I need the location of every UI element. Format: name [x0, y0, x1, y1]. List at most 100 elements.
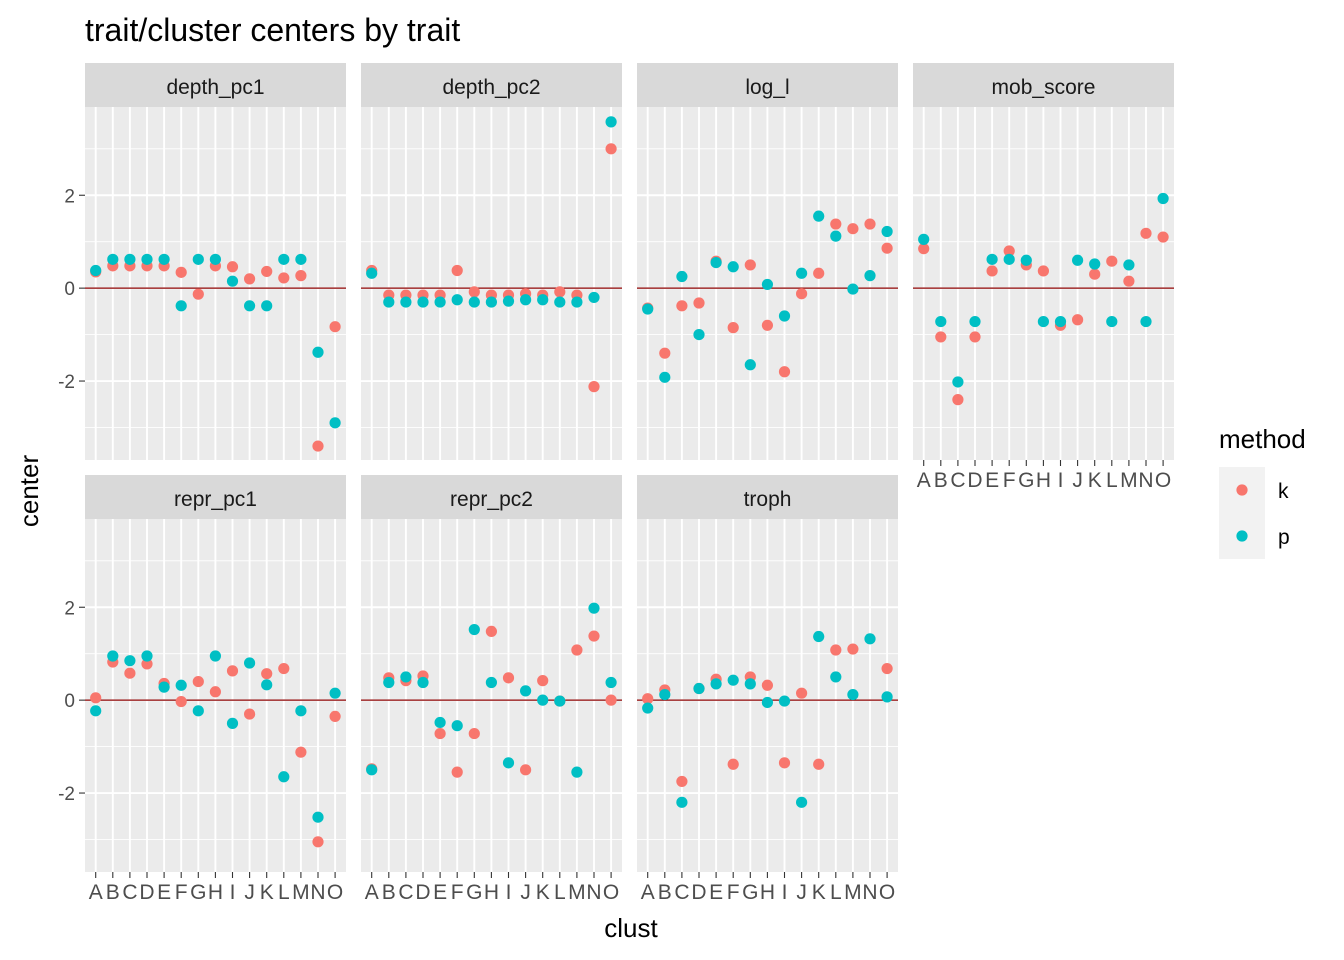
facet-strip: [85, 475, 346, 519]
point-p-D: [693, 328, 705, 341]
point-p-D: [969, 315, 981, 328]
point-p-I: [502, 295, 515, 307]
point-p-M: [295, 253, 307, 265]
point-p-B: [659, 688, 671, 701]
point-p-E: [710, 256, 722, 269]
legend-label-k: k: [1278, 480, 1289, 503]
x-tick-label: K: [260, 881, 274, 904]
y-tick-label: 2: [64, 598, 75, 619]
point-p-L: [830, 671, 842, 683]
x-tick-label: M: [844, 881, 862, 904]
point-k-D: [141, 658, 153, 670]
point-k-F: [727, 322, 739, 334]
point-p-H: [485, 676, 497, 689]
point-k-N: [1140, 227, 1152, 239]
point-k-I: [226, 665, 239, 677]
x-tick-label: D: [139, 881, 154, 904]
point-p-C: [400, 671, 412, 683]
point-p-L: [278, 253, 290, 265]
point-p-L: [1106, 315, 1118, 328]
legend-title: method: [1219, 424, 1306, 454]
facet-strip: [85, 63, 346, 107]
x-tick-label: N: [1138, 469, 1153, 492]
point-p-O: [881, 691, 893, 703]
point-p-E: [434, 296, 446, 308]
facet-strip: [361, 475, 622, 519]
x-tick-label: I: [782, 881, 788, 904]
point-p-F: [727, 261, 739, 273]
point-k-N: [312, 836, 324, 848]
point-k-C: [952, 394, 964, 406]
point-p-N: [588, 602, 600, 614]
point-k-A: [90, 692, 102, 704]
point-p-C: [676, 270, 688, 283]
point-k-L: [1106, 255, 1118, 267]
point-p-B: [107, 253, 119, 265]
x-tick-label: C: [122, 881, 137, 904]
x-tick-label: G: [190, 881, 206, 904]
x-tick-label: A: [641, 881, 655, 904]
x-tick-label: A: [917, 469, 931, 492]
point-k-K: [813, 758, 825, 770]
point-p-L: [554, 695, 566, 707]
x-tick-label: D: [415, 881, 430, 904]
point-p-G: [468, 623, 480, 636]
point-k-M: [847, 223, 859, 235]
point-p-N: [864, 633, 876, 645]
x-tick-label: H: [1036, 469, 1051, 492]
point-p-F: [175, 300, 187, 312]
point-p-M: [847, 283, 859, 295]
point-p-C: [124, 253, 136, 265]
x-tick-label: G: [742, 881, 758, 904]
point-k-C: [676, 775, 688, 788]
point-p-N: [588, 291, 600, 304]
point-p-G: [192, 705, 204, 717]
x-tick-label: N: [862, 881, 877, 904]
point-p-O: [881, 225, 893, 238]
point-p-N: [1140, 315, 1152, 328]
x-tick-label: J: [244, 881, 255, 904]
point-p-A: [90, 264, 102, 277]
x-tick-label: B: [934, 469, 948, 492]
point-k-M: [1123, 275, 1135, 287]
point-p-H: [761, 278, 774, 291]
point-k-E: [434, 727, 446, 740]
point-k-G: [468, 727, 480, 740]
point-p-O: [329, 687, 341, 699]
point-k-F: [451, 264, 463, 277]
point-p-O: [1157, 192, 1169, 205]
facet-strip-label: depth_pc1: [166, 76, 264, 99]
y-tick-label: 2: [64, 186, 75, 207]
facet-strip-label: troph: [744, 488, 792, 511]
point-k-G: [744, 259, 756, 271]
y-tick-label: -2: [58, 372, 75, 393]
x-tick-label: L: [278, 881, 290, 904]
point-p-A: [366, 267, 378, 279]
point-p-K: [261, 679, 273, 691]
facet-strip-label: depth_pc2: [442, 76, 540, 99]
point-p-M: [571, 766, 583, 778]
x-tick-label: N: [586, 881, 601, 904]
point-p-J: [244, 300, 256, 312]
x-tick-label: I: [1058, 469, 1064, 492]
x-tick-label: G: [1018, 469, 1034, 492]
point-k-E: [986, 265, 998, 277]
x-tick-label: M: [1120, 469, 1138, 492]
point-k-K: [537, 675, 549, 687]
facet-panel-depth_pc1: depth_pc1 -2 0 2: [58, 63, 346, 460]
point-p-O: [605, 676, 617, 689]
point-p-H: [761, 696, 774, 709]
point-k-D: [969, 331, 981, 343]
x-tick-label: H: [760, 881, 775, 904]
point-p-D: [141, 650, 153, 662]
point-p-E: [158, 681, 170, 693]
x-tick-label: L: [554, 881, 566, 904]
x-tick-label: B: [106, 881, 120, 904]
point-k-L: [554, 286, 566, 298]
point-p-B: [935, 315, 947, 328]
point-k-J: [244, 708, 256, 720]
facet-panel-log_l: log_l: [637, 63, 898, 460]
point-p-I: [1054, 315, 1067, 328]
point-k-F: [175, 695, 187, 708]
